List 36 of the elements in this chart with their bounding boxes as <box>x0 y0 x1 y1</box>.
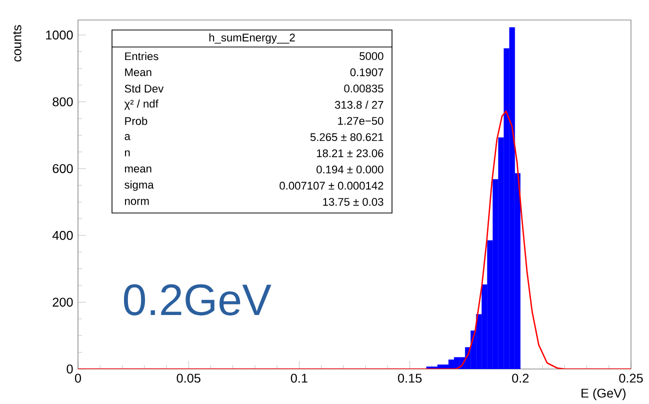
annotation: norm <box>125 198 149 205</box>
annotation: n <box>125 150 130 156</box>
x-axis-title: E (GeV) <box>582 388 626 400</box>
annotation: 5.265 ± 80.621 <box>310 133 384 142</box>
annotation: 0.2GeV <box>124 284 272 316</box>
annotation: 0.007107 ± 0.000142 <box>280 182 384 190</box>
annotation: Entries <box>125 52 158 60</box>
y-tick-label: 400 <box>52 230 73 240</box>
annotation: mean <box>125 166 152 173</box>
annotation: 13.75 ± 0.03 <box>323 198 384 206</box>
x-tick-label: 0.15 <box>398 374 422 383</box>
x-tick-label: 0.2 <box>512 374 529 383</box>
annotation: 0.194 ± 0.000 <box>316 166 384 174</box>
annotation: 5000 <box>360 52 384 60</box>
y-axis-title: counts <box>13 25 22 62</box>
y-tick-label: 600 <box>52 164 73 174</box>
y-tick-label: 0 <box>66 364 73 374</box>
annotation: 18.21 ± 23.06 <box>316 149 384 158</box>
annotation: Std Dev <box>124 84 164 93</box>
y-tick-label: 1000 <box>46 30 73 40</box>
annotation: Mean <box>125 68 152 76</box>
x-tick-label: 0.05 <box>176 374 200 383</box>
y-tick-label: 200 <box>52 298 73 307</box>
y-tick-label: 800 <box>52 97 73 106</box>
x-tick-label: 0.25 <box>619 374 643 383</box>
annotation: 1.27e−50 <box>338 116 384 125</box>
annotation: h_sumEnergy__2 <box>209 33 295 44</box>
annotation: a <box>124 134 130 140</box>
annotation: Prob <box>125 116 148 125</box>
annotation: 0.1907 <box>350 68 384 76</box>
annotation: χ² / ndf <box>124 100 158 110</box>
x-tick-label: 0 <box>74 374 82 383</box>
annotation: 0.00835 <box>344 84 384 92</box>
annotation: 313.8 / 27 <box>334 100 384 109</box>
annotation: sigma <box>124 180 154 191</box>
x-tick-label: 0.1 <box>290 374 308 383</box>
